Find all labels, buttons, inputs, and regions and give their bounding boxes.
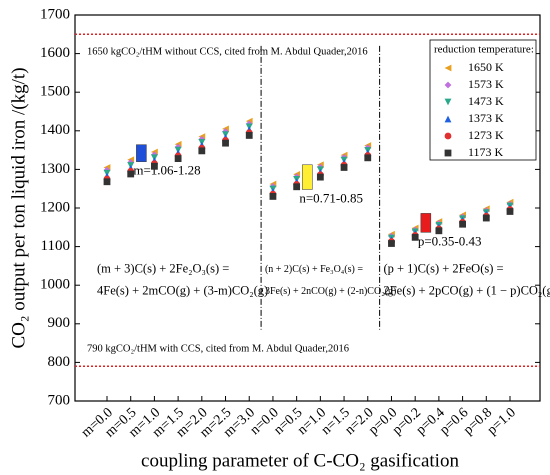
data-point [482,214,490,222]
legend-label: 1273 K [468,128,504,142]
legend-marker [444,149,452,157]
x-axis-label: coupling parameter of C-CO₂ gasification [141,450,459,471]
y-tick-label: 1300 [40,161,70,177]
legend-label: 1573 K [468,77,504,91]
y-tick-label: 1700 [40,6,70,22]
highlight-box [302,164,313,190]
legend-label: 1173 K [468,145,504,159]
data-point [127,170,135,178]
data-point [174,155,182,162]
reference-label: 1650 kgCO₂/tHM without CCS, cited from M… [87,47,368,58]
highlight-label: m=1.06-1.28 [133,163,200,178]
data-point [103,178,111,186]
data-point [245,132,253,139]
legend-marker [444,81,452,89]
y-tick-label: 1200 [40,199,70,215]
highlight-label: n=0.71-0.85 [299,190,363,205]
data-point [411,233,419,241]
reference-label: 790 kgCO₂/tHM with CCS, cited from M. Ab… [87,344,349,355]
data-point [293,183,301,191]
y-tick-label: 900 [48,315,71,331]
data-point [388,240,395,247]
x-tick-label: p=1.0 [485,405,519,438]
legend-marker [444,132,452,140]
y-tick-label: 1000 [40,277,70,293]
equation: 2Fe(s) + 2pCO(g) + (1 − p)CO₂(g) [383,284,550,298]
y-tick-label: 800 [48,354,71,370]
legend-marker [444,98,452,106]
equation: (m + 3)C(s) + 2Fe₂O₃(s) = [97,262,229,276]
y-tick-label: 1600 [40,45,70,61]
y-tick-label: 700 [48,392,71,408]
legend-marker [444,64,452,72]
highlight-box [420,213,432,233]
highlight-label: p=0.35-0.43 [418,233,482,248]
data-point [269,193,277,200]
data-point [198,147,206,155]
legend-label: 1373 K [468,111,504,125]
equation: (n + 2)C(s) + Fe₃O₄(s) = [265,264,363,275]
highlight-box [136,144,147,162]
legend-label: 1650 K [468,60,504,74]
legend-title: reduction temperature: [434,44,534,56]
legend-marker [444,115,452,123]
legend-label: 1473 K [468,94,504,108]
data-point [435,227,443,235]
data-point [364,154,372,162]
y-tick-label: 1400 [40,122,70,138]
data-point [316,173,324,181]
data-point [151,162,158,170]
equation: 3Fe(s) + 2nCO(g) + (2-n)CO₂(g) [265,286,396,297]
data-point [459,220,466,228]
equation: 4Fe(s) + 2mCO(g) + (3-m)CO₂(g) [97,284,268,298]
y-tick-label: 1500 [40,84,70,100]
y-axis-label: CO₂ output per ton liquid iron /(kg/t) [8,67,29,348]
y-tick-label: 1100 [41,238,70,254]
data-point [340,164,348,171]
data-point [506,208,514,215]
equation: (p + 1)C(s) + 2FeO(s) = [383,262,503,276]
data-point [222,139,229,147]
